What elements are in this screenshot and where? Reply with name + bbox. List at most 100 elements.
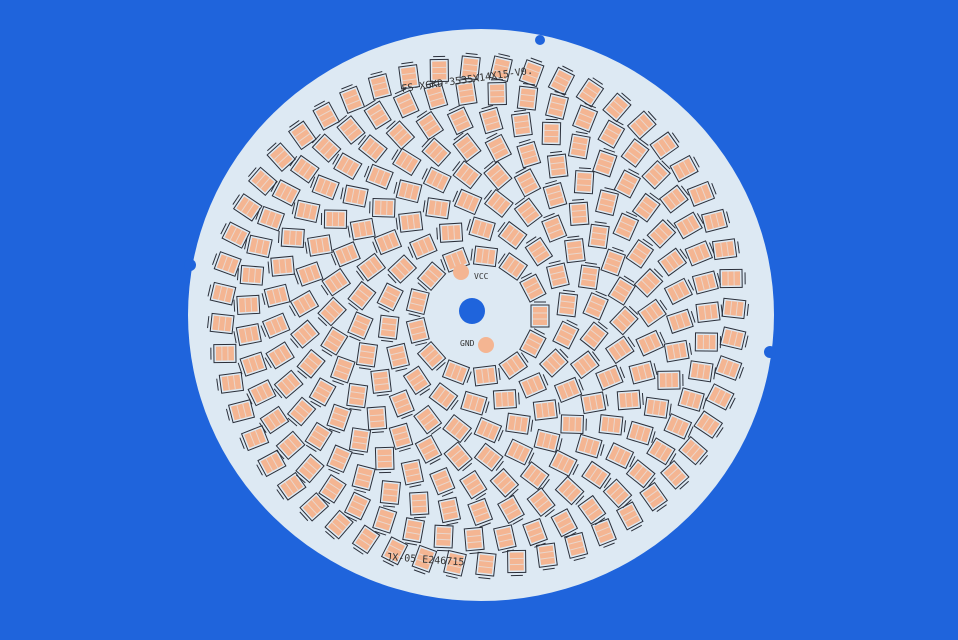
led-pad (607, 275, 636, 306)
led-pad (483, 160, 513, 191)
led-pad (497, 252, 529, 281)
led-pad (347, 311, 374, 342)
led-pad (329, 355, 356, 386)
led-pad (421, 137, 452, 167)
led-pad (312, 100, 341, 131)
led-pad (244, 234, 273, 259)
led-pad (660, 459, 690, 490)
led-pad (422, 197, 451, 220)
led-pad (391, 147, 422, 177)
led-pad (633, 268, 664, 298)
led-pad (483, 188, 514, 218)
led-pad (554, 475, 585, 506)
led-pad (535, 542, 558, 571)
led-pad (261, 283, 291, 308)
led-pad (545, 260, 570, 290)
led-pad (538, 348, 569, 378)
led-pad (460, 390, 490, 416)
led-pad (522, 518, 549, 548)
led-pad (311, 133, 342, 163)
led-pad (366, 406, 388, 434)
led-pad (374, 446, 395, 474)
led-pad (370, 368, 392, 397)
led-pad (376, 282, 404, 313)
led-pad (564, 531, 589, 561)
led-pad (530, 301, 550, 328)
led-pad (402, 517, 426, 546)
led-pad (372, 229, 403, 256)
led-pad (237, 351, 268, 377)
led-pad (429, 55, 449, 83)
led-pad (635, 329, 666, 357)
led-pad (463, 526, 485, 555)
led-pad (220, 221, 251, 249)
led-pad (372, 506, 398, 536)
led-pad (505, 412, 534, 435)
led-pad (641, 159, 671, 190)
led-pad (416, 340, 447, 371)
led-pad (467, 497, 494, 528)
led-pad (216, 371, 245, 394)
led-pad (210, 343, 237, 364)
led-pad (513, 197, 543, 228)
led-pad (326, 444, 353, 475)
led-pad (308, 377, 337, 408)
led-pad (587, 221, 610, 250)
led-pad (377, 314, 400, 343)
led-pad (286, 396, 317, 427)
led-pad (513, 167, 542, 198)
led-pad (459, 52, 481, 81)
led-pad (516, 138, 542, 169)
led-pad (437, 496, 462, 526)
led-pad (598, 414, 627, 436)
led-pad (318, 473, 347, 505)
led-pad (379, 480, 401, 508)
led-pad (595, 187, 619, 217)
led-pad (405, 316, 430, 346)
led-pad (547, 65, 576, 96)
led-pad (507, 549, 527, 577)
led-pad (296, 348, 326, 379)
led-pad (346, 382, 369, 411)
led-pad (415, 110, 445, 141)
led-pad (600, 246, 627, 277)
led-pad (487, 79, 507, 106)
led-pad (288, 119, 317, 151)
led-pad (542, 180, 568, 210)
led-pad (293, 261, 324, 287)
led-pad (369, 197, 396, 218)
led-pad (688, 360, 717, 383)
led-pad (398, 61, 421, 90)
led-pad (304, 234, 333, 257)
led-pad (367, 71, 392, 101)
led-pad (340, 184, 369, 208)
led-pad (669, 154, 700, 183)
led-pad (567, 131, 591, 160)
led-pad (602, 478, 633, 509)
led-pad (714, 355, 744, 381)
led-pad (575, 433, 605, 459)
led-pad (524, 236, 554, 267)
led-pad (260, 312, 291, 339)
led-pad (472, 364, 501, 387)
mounting-notch (184, 259, 196, 271)
led-pad (684, 240, 715, 267)
led-pad (516, 83, 539, 111)
led-pad (663, 277, 695, 306)
led-pad (489, 467, 520, 498)
led-pad (533, 428, 563, 453)
led-pad (387, 254, 418, 284)
led-pad (550, 508, 579, 539)
led-pad (332, 152, 363, 181)
led-pad (475, 551, 497, 580)
led-pad (489, 53, 513, 83)
led-pad (225, 399, 256, 424)
led-pad (232, 193, 263, 222)
led-pad (455, 77, 478, 107)
led-pad (592, 147, 618, 178)
led-pad (407, 233, 438, 260)
vcc-pad (453, 264, 469, 280)
led-pad (560, 414, 587, 435)
led-pad (678, 435, 709, 466)
led-pad (267, 255, 295, 277)
